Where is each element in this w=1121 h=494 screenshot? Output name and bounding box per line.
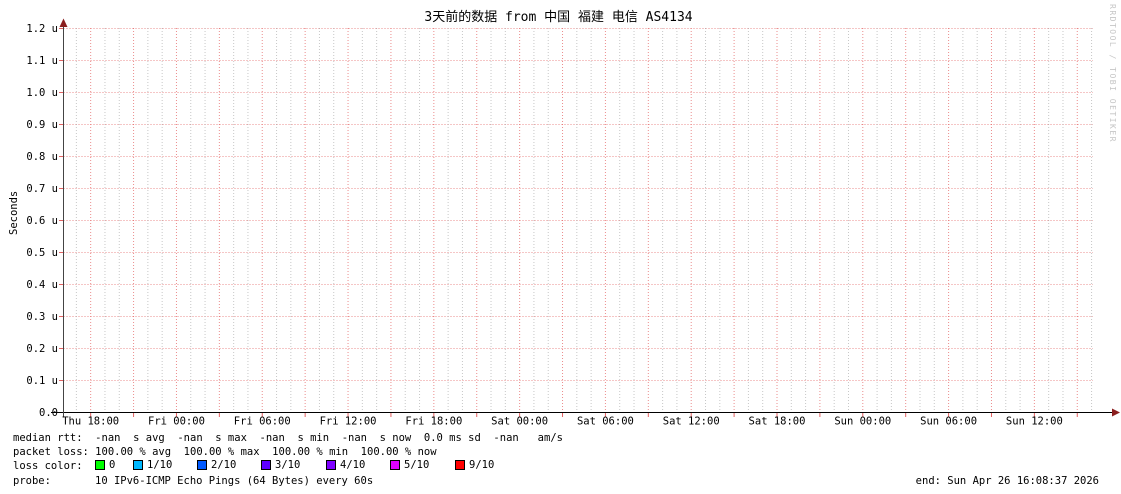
x-tick-label: Sat 18:00 [749,416,806,428]
y-tick-label: 0.3 u [26,311,58,323]
y-tick-label: 0.1 u [26,375,58,387]
y-axis-arrow [59,18,68,27]
loss-color-value: 3/10 [275,459,301,471]
x-tick-label: Sun 00:00 [834,416,891,428]
loss-color-swatch [95,460,105,470]
x-tick-label: Sun 12:00 [1006,416,1063,428]
loss-color-item: 2/10 [197,459,236,471]
x-axis-arrow [1112,408,1120,417]
loss-color-value: 4/10 [340,459,366,471]
loss-color-swatch [455,460,465,470]
legend-probe-text: 10 IPv6-ICMP Echo Pings (64 Bytes) every… [95,475,374,487]
loss-color-value: 5/10 [404,459,430,471]
loss-color-swatch [390,460,400,470]
x-tick-label: Fri 00:00 [148,416,205,428]
loss-color-swatch [326,460,336,470]
loss-color-item: 3/10 [261,459,300,471]
legend-median-rtt: median rtt: -nan s avg -nan s max -nan s… [13,432,563,444]
y-tick-label: 0.9 u [26,119,58,131]
loss-color-item: 9/10 [455,459,494,471]
legend-loss-colors: loss color: 0 1/10 2/10 3/10 4/10 5/10 9/10 [0,459,1121,472]
y-tick-label: 1.0 u [26,87,58,99]
y-tick-label: 0.8 u [26,151,58,163]
legend-packet-loss: packet loss: 100.00 % avg 100.00 % max 1… [13,446,437,458]
x-tick-label: Sat 00:00 [491,416,548,428]
x-tick-label: Fri 06:00 [234,416,291,428]
x-tick-label: Fri 18:00 [405,416,462,428]
loss-color-item: 1/10 [133,459,172,471]
loss-color-item: 4/10 [326,459,365,471]
loss-color-swatch [261,460,271,470]
x-tick-label: Sat 12:00 [663,416,720,428]
y-axis-title: Seconds [8,190,20,235]
loss-color-swatch [133,460,143,470]
x-tick-label: Sun 06:00 [920,416,977,428]
loss-color-value: 0 [109,459,116,471]
y-tick-label: 0.0 [39,407,58,419]
loss-color-item: 5/10 [390,459,429,471]
loss-color-caption: loss color: [13,460,83,472]
chart-title: 3天前的数据 from 中国 福建 电信 AS4134 [424,10,693,25]
loss-color-item: 0 [95,459,115,471]
y-tick-label: 0.7 u [26,183,58,195]
x-tick-label: Thu 18:00 [62,416,119,428]
y-tick-label: 0.4 u [26,279,58,291]
loss-color-value: 1/10 [147,459,173,471]
rrdtool-watermark: RRDTOOL / TOBI OETIKER [1108,4,1117,143]
loss-color-swatch [197,460,207,470]
legend-end-timestamp: end: Sun Apr 26 16:08:37 2026 [915,475,1099,487]
y-tick-label: 0.5 u [26,247,58,259]
loss-color-value: 9/10 [469,459,495,471]
x-tick-label: Fri 12:00 [320,416,377,428]
x-tick-label: Sat 06:00 [577,416,634,428]
legend-probe-label: probe: [13,475,51,487]
y-tick-label: 1.1 u [26,55,58,67]
loss-color-value: 2/10 [211,459,237,471]
y-tick-label: 0.6 u [26,215,58,227]
y-tick-label: 1.2 u [26,23,58,35]
y-tick-label: 0.2 u [26,343,58,355]
